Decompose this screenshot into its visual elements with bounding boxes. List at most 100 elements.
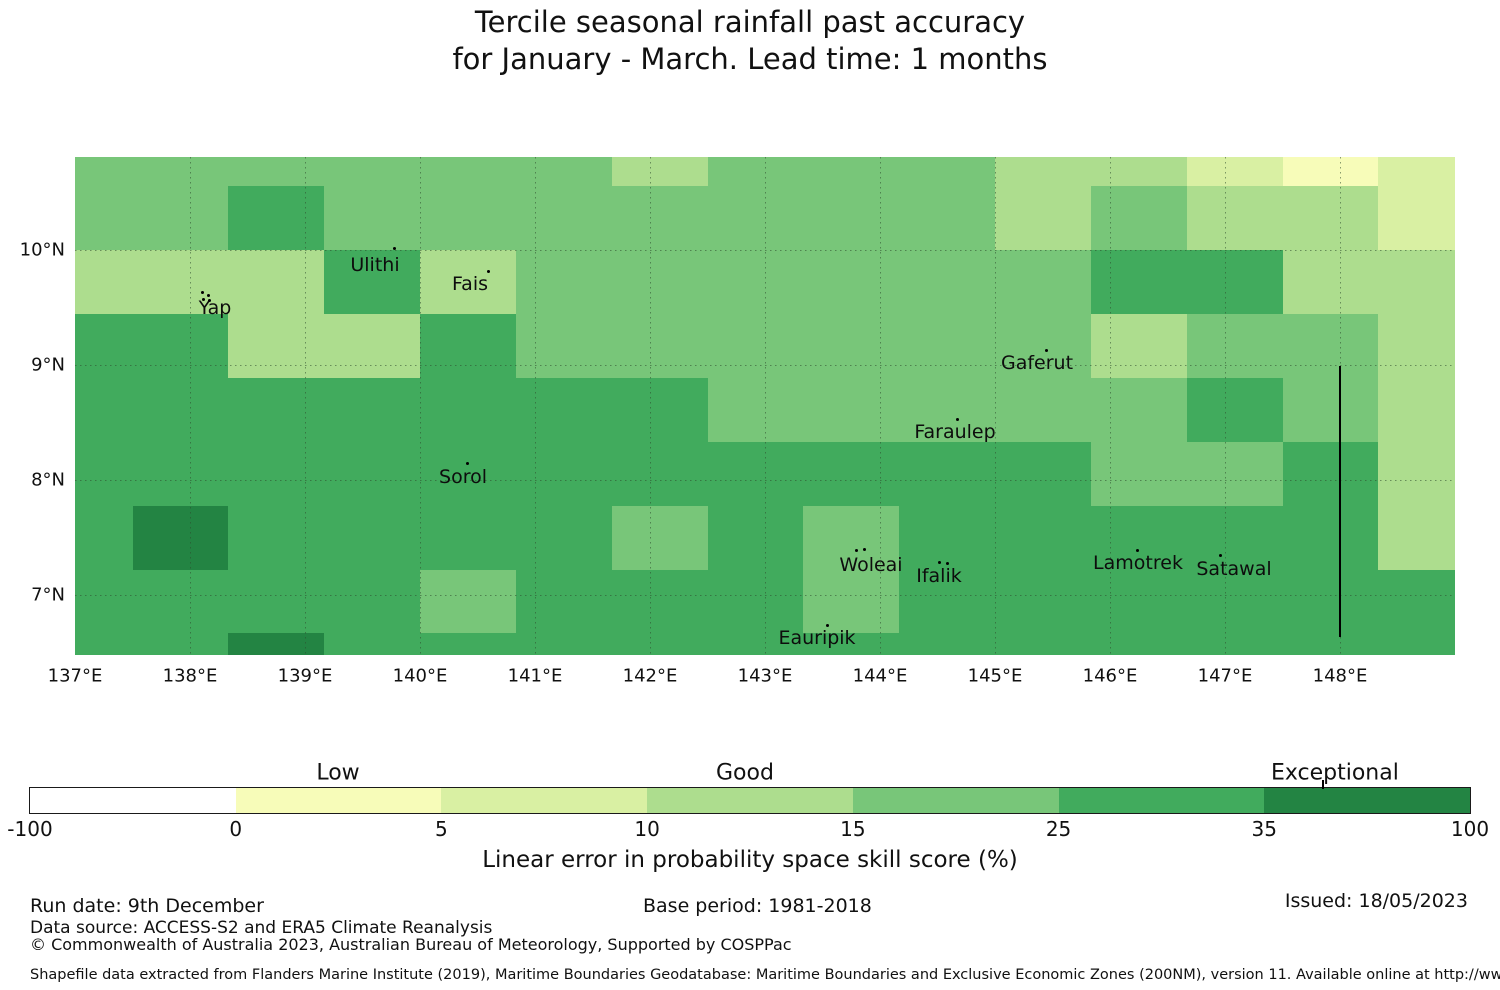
x-axis-tick-label: 141°E [507,665,563,687]
grid-cell [515,633,613,655]
grid-cell [1186,441,1284,507]
grid-cell [228,377,325,443]
grid-cell [324,505,421,571]
grid-cell [1186,250,1284,315]
colorbar-tick-label: 35 [1251,817,1278,841]
grid-cell [611,505,709,571]
x-axis-tick-label: 137°E [47,665,103,687]
grid-cell [803,569,900,635]
island-marker-dot [466,462,469,465]
grid-cell [324,157,421,187]
colorbar-tick-label: 5 [435,817,448,841]
x-axis-tick-label: 139°E [277,665,333,687]
island-label: Fais [451,273,489,295]
run-date-text: Run date: 9th December [30,895,264,917]
chart-title-line2: for January - March. Lead time: 1 months [452,42,1048,76]
grid-cell [228,186,325,251]
base-period-text: Base period: 1981-2018 [643,895,872,917]
grid-cell [75,441,134,507]
grid-cell [75,186,134,251]
grid-cell [611,186,709,251]
grid-cell [324,633,421,655]
island-marker-dot [201,291,204,294]
grid-cell [899,633,996,655]
chart-title-line1: Tercile seasonal rainfall past accuracy [474,5,1026,39]
grid-cell [132,314,229,379]
grid-cell [707,441,804,507]
grid-cell [1186,505,1284,571]
island-label: Gaferut [1000,352,1074,374]
grid-cell [803,250,900,315]
longitude-gridline [535,157,536,655]
grid-cell [995,186,1092,251]
grid-cell [1186,569,1284,635]
grid-cell [1378,569,1455,635]
grid-cell [1282,186,1379,251]
grid-cell [132,569,229,635]
grid-cell [899,377,996,443]
grid-cell [1282,314,1379,379]
island-label: Yap [198,297,232,319]
grid-cell [324,377,421,443]
grid-cell [1090,377,1188,443]
grid-cell [515,186,613,251]
grid-cell [228,441,325,507]
island-marker-dot [938,561,941,564]
island-label: Lamotrek [1093,552,1183,574]
island-marker-dot [826,624,829,627]
grid-cell [899,314,996,379]
latitude-gridline [75,250,1455,252]
grid-cell [228,157,325,187]
grid-cell [1282,441,1379,507]
x-axis-tick-label: 144°E [852,665,908,687]
grid-cell [1090,441,1188,507]
grid-cell [611,633,709,655]
island-marker-dot [202,298,205,301]
grid-cell [995,250,1092,315]
grid-cell [707,157,804,187]
grid-cell [132,441,229,507]
x-axis-tick-label: 145°E [967,665,1023,687]
grid-cell [611,569,709,635]
colorbar-segment [1058,788,1265,813]
island-label: Eauripik [778,627,856,649]
grid-cell [1282,250,1379,315]
island-label: Faraulep [914,421,996,443]
longitude-gridline [1225,157,1226,655]
island-marker-dot [487,270,490,273]
grid-cell [132,377,229,443]
island-marker-dot [393,247,396,250]
colorbar-segment [235,788,442,813]
grid-cell [1090,314,1188,379]
skill-map: Yap Ulithi Fais Gaferut Faraulep Sorol Woleai I… [75,157,1455,655]
grid-cell [1186,157,1284,187]
grid-cell [132,186,229,251]
grid-cell [611,377,709,443]
grid-cell [1090,186,1188,251]
grid-cell [420,250,517,315]
grid-cell [1282,505,1379,571]
grid-cell [324,441,421,507]
longitude-gridline [765,157,766,655]
colorbar-tick-label: 0 [229,817,243,841]
island-marker-dot [207,294,210,297]
island-label: Satawal [1196,558,1272,580]
grid-cell [324,569,421,635]
grid-cell [515,250,613,315]
grid-cell [420,186,517,251]
grid-cell [899,157,996,187]
grid-cell [75,314,134,379]
grid-cell [75,569,134,635]
grid-cell [707,633,804,655]
grid-cell [420,505,517,571]
grid-cell [75,250,134,315]
grid-cell [707,505,804,571]
grid-cell [132,505,229,571]
colorbar-axis-label: Linear error in probability space skill … [482,847,1018,873]
grid-cell [420,633,517,655]
longitude-gridline [995,157,996,655]
colorbar-segment [30,788,236,813]
colorbar-value-marker [1321,780,1324,789]
colorbar-band-label: Low [316,760,360,786]
grid-cell [899,441,996,507]
